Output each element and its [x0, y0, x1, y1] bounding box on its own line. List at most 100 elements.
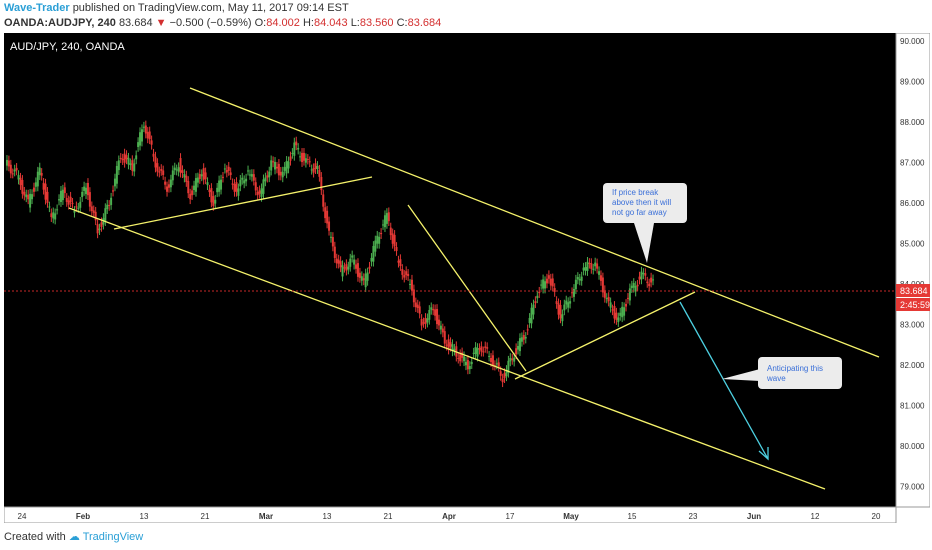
- candle-body: [67, 200, 70, 205]
- candle-body: [248, 174, 251, 176]
- rising-support-line[interactable]: [514, 291, 696, 380]
- wedge-upper-line[interactable]: [407, 204, 527, 372]
- candle-body: [98, 228, 101, 231]
- candle-body: [250, 174, 253, 177]
- candle-body: [75, 206, 78, 208]
- candle-body: [466, 360, 469, 370]
- candle-body: [420, 318, 423, 326]
- x-tick-label: Feb: [76, 512, 90, 521]
- candle-body: [187, 181, 190, 194]
- candle-body: [470, 361, 473, 365]
- x-tick-label: 13: [140, 512, 149, 521]
- candle-body: [167, 184, 170, 188]
- callout-anticipating-line-1: Anticipating this: [767, 364, 823, 373]
- candle-body: [268, 171, 271, 178]
- author-link[interactable]: Wave-Trader: [4, 2, 70, 14]
- channel-lower-line[interactable]: [68, 207, 826, 490]
- candle-body: [607, 297, 610, 302]
- candle-body: [113, 178, 116, 187]
- candle-body: [380, 232, 383, 235]
- time-axis[interactable]: [4, 506, 897, 523]
- candle-body: [110, 197, 113, 205]
- candle-body: [449, 342, 452, 347]
- candle-body: [409, 283, 412, 285]
- candle-body: [220, 179, 223, 190]
- candle-body: [403, 274, 406, 278]
- candle-body: [576, 277, 579, 280]
- candle-body: [23, 191, 26, 196]
- quote-line: OANDA:AUDJPY, 240 83.684 ▼ −0.500 (−0.59…: [4, 17, 441, 29]
- candle-body: [644, 273, 647, 276]
- candle-body: [596, 263, 599, 269]
- candle-body: [123, 153, 126, 163]
- candle-body: [212, 196, 215, 206]
- candle-body: [25, 194, 28, 198]
- support-trendline[interactable]: [113, 176, 373, 230]
- publisher-line: Wave-Trader published on TradingView.com…: [4, 2, 349, 14]
- candle-body: [571, 292, 574, 294]
- close-value: 83.684: [407, 17, 442, 29]
- candle-body: [343, 267, 346, 269]
- candle-body: [374, 240, 377, 252]
- candle-body: [501, 378, 504, 383]
- candle-body: [270, 160, 273, 171]
- channel-upper-line[interactable]: [189, 87, 880, 358]
- candle-body: [264, 177, 267, 182]
- candle-body: [117, 160, 120, 171]
- candle-body: [256, 191, 259, 196]
- forecast-arrow-line[interactable]: [679, 301, 769, 460]
- y-tick-label: 88.000: [900, 118, 925, 127]
- candle-body: [441, 328, 444, 333]
- candle-body: [177, 167, 180, 172]
- candle-body: [166, 186, 169, 192]
- candle-body: [636, 284, 639, 287]
- candle-body: [277, 163, 280, 176]
- candle-body: [472, 352, 475, 354]
- change-value: −0.500 (−0.59%): [169, 17, 252, 29]
- candle-body: [534, 301, 537, 304]
- candle-body: [461, 352, 464, 358]
- price-chart[interactable]: AUD/JPY, 240, OANDA 90.000 89.000 88.000 87…: [4, 33, 930, 523]
- close-label: C:: [396, 17, 408, 29]
- candle-body: [355, 264, 358, 269]
- candle-body: [538, 291, 541, 294]
- y-tick-label: 86.000: [900, 199, 925, 208]
- candle-body: [156, 163, 159, 172]
- candle-body: [551, 278, 554, 287]
- candle-body: [626, 297, 629, 299]
- price-axis[interactable]: [895, 33, 930, 508]
- callout-price-break[interactable]: If price break above then it will not go…: [603, 183, 687, 263]
- tradingview-brand-link[interactable]: TradingView: [82, 531, 144, 543]
- candle-body: [21, 179, 24, 194]
- candle-body: [291, 152, 294, 154]
- candle-body: [198, 174, 201, 179]
- candle-body: [7, 160, 10, 167]
- candle-body: [185, 175, 188, 182]
- candle-body: [112, 190, 115, 192]
- candle-body: [453, 348, 456, 351]
- candle-body: [328, 221, 331, 231]
- candle-body: [119, 157, 122, 159]
- candle-body: [418, 306, 421, 314]
- candle-body: [540, 284, 543, 286]
- candle-body: [17, 175, 20, 180]
- candle-body: [196, 177, 199, 183]
- candle-body: [432, 309, 435, 311]
- candle-body: [549, 278, 552, 286]
- symbol-label[interactable]: OANDA:AUDJPY, 240: [4, 17, 116, 29]
- candle-body: [245, 178, 248, 182]
- candle-body: [567, 302, 570, 308]
- candle-body: [79, 201, 82, 208]
- candle-body: [517, 346, 520, 350]
- chart-plot-area[interactable]: [4, 33, 896, 507]
- candle-body: [491, 355, 494, 366]
- candle-body: [503, 373, 506, 379]
- candle-body: [459, 354, 462, 362]
- candle-body: [522, 335, 525, 340]
- candle-body: [391, 233, 394, 244]
- candle-body: [382, 224, 385, 226]
- price-series: [5, 120, 655, 388]
- callout-anticipating[interactable]: Anticipating this wave: [722, 357, 842, 389]
- candle-body: [601, 277, 604, 293]
- candle-body: [416, 304, 419, 309]
